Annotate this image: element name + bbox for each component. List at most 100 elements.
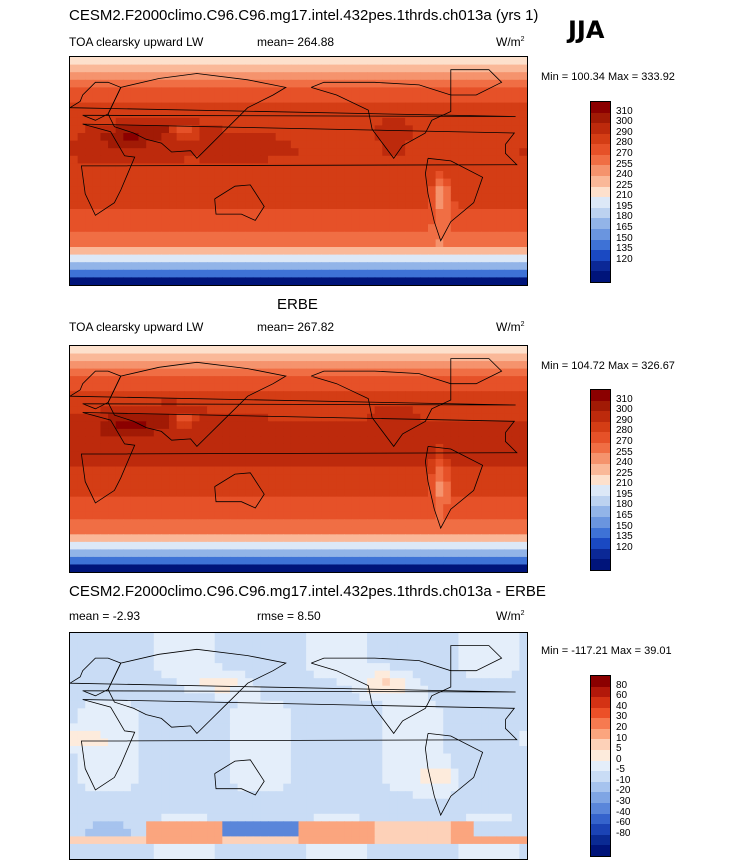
map-grid-cell bbox=[298, 209, 307, 218]
map-grid-cell bbox=[115, 376, 124, 385]
map-grid-cell bbox=[260, 768, 269, 777]
map-grid-cell bbox=[504, 648, 513, 657]
map-grid-cell bbox=[138, 57, 147, 66]
map-grid-cell bbox=[359, 693, 368, 702]
map-grid-cell bbox=[488, 117, 498, 126]
map-grid-cell bbox=[146, 239, 155, 248]
map-grid-cell bbox=[412, 269, 421, 278]
map-grid-cell bbox=[374, 346, 383, 355]
map-grid-cell bbox=[496, 64, 505, 73]
map-grid-cell bbox=[237, 715, 246, 724]
map-grid-cell bbox=[260, 776, 269, 785]
map-grid-cell bbox=[488, 193, 498, 202]
map-grid-cell bbox=[306, 155, 315, 164]
map-grid-cell bbox=[427, 700, 437, 709]
map-grid-cell bbox=[108, 685, 117, 694]
map-grid-cell bbox=[153, 708, 162, 717]
map-grid-cell bbox=[169, 193, 178, 202]
map-grid-cell bbox=[328, 768, 338, 777]
map-grid-cell bbox=[245, 633, 254, 642]
map-grid-cell bbox=[222, 670, 231, 679]
map-grid-cell bbox=[359, 262, 368, 271]
map-grid-cell bbox=[115, 216, 124, 225]
map-grid-cell bbox=[389, 504, 399, 513]
map-grid-cell bbox=[427, 685, 437, 694]
map-grid-cell bbox=[473, 163, 482, 172]
map-grid-cell bbox=[115, 670, 124, 679]
map-grid-cell bbox=[100, 768, 109, 777]
map-grid-cell bbox=[100, 262, 109, 271]
map-grid-cell bbox=[473, 564, 482, 572]
map-grid-cell bbox=[260, 783, 269, 792]
map-grid-cell bbox=[283, 436, 292, 445]
map-grid-cell bbox=[427, 391, 437, 400]
map-grid-cell bbox=[85, 171, 94, 180]
map-grid-cell bbox=[420, 700, 429, 709]
map-grid-cell bbox=[367, 474, 376, 483]
map-grid-cell bbox=[397, 406, 406, 415]
map-grid-cell bbox=[313, 368, 322, 377]
map-grid-cell bbox=[443, 95, 452, 104]
map-grid-cell bbox=[153, 526, 162, 535]
map-grid-cell bbox=[123, 231, 132, 240]
map-grid-cell bbox=[130, 489, 140, 498]
map-grid-cell bbox=[108, 534, 117, 543]
map-grid-cell bbox=[382, 556, 391, 566]
map-grid-cell bbox=[252, 466, 262, 475]
colorbar-swatch bbox=[591, 176, 610, 187]
map-grid-cell bbox=[207, 64, 216, 73]
map-grid-cell bbox=[443, 746, 452, 755]
map-grid-cell bbox=[458, 556, 467, 566]
map-grid-cell bbox=[123, 791, 132, 800]
map-grid-cell bbox=[488, 346, 498, 355]
map-grid-cell bbox=[85, 451, 94, 460]
map-grid-cell bbox=[427, 526, 437, 535]
map-grid-cell bbox=[306, 406, 315, 415]
map-grid-cell bbox=[435, 140, 444, 149]
map-grid-cell bbox=[367, 783, 376, 792]
map-grid-cell bbox=[191, 633, 201, 642]
map-grid-cell bbox=[351, 723, 361, 732]
map-grid-cell bbox=[237, 421, 246, 430]
map-grid-cell bbox=[443, 72, 452, 81]
map-grid-cell bbox=[336, 406, 345, 415]
coastline bbox=[80, 123, 518, 216]
map-grid-cell bbox=[268, 633, 277, 642]
map-grid-cell bbox=[184, 466, 193, 475]
map-grid-cell bbox=[214, 526, 223, 535]
map-grid-cell bbox=[382, 406, 391, 415]
map-grid-cell bbox=[229, 79, 239, 88]
map-grid-cell bbox=[328, 231, 338, 240]
map-grid-cell bbox=[176, 534, 185, 543]
map-grid-cell bbox=[92, 451, 102, 460]
map-grid-cell bbox=[336, 57, 345, 66]
map-grid-cell bbox=[443, 481, 452, 490]
map-grid-cell bbox=[321, 231, 330, 240]
map-grid-cell bbox=[207, 178, 216, 187]
coastline bbox=[450, 69, 503, 96]
map-grid-cell bbox=[85, 700, 94, 709]
map-grid-cell bbox=[367, 376, 376, 385]
map-grid-cell bbox=[351, 178, 361, 187]
map-grid-cell bbox=[481, 746, 490, 755]
map-grid-cell bbox=[108, 700, 117, 709]
map-grid-cell bbox=[214, 534, 223, 543]
map-grid-cell bbox=[108, 178, 117, 187]
map-grid-cell bbox=[100, 224, 109, 233]
map-grid-cell bbox=[85, 715, 94, 724]
map-grid-cell bbox=[389, 730, 399, 740]
map-grid-cell bbox=[252, 186, 262, 195]
map-grid-cell bbox=[146, 125, 155, 134]
map-grid-cell bbox=[176, 140, 185, 149]
map-grid-cell bbox=[161, 693, 170, 702]
map-grid-cell bbox=[496, 224, 505, 233]
map-grid-cell bbox=[153, 391, 162, 400]
map-grid-cell bbox=[245, 231, 254, 240]
map-grid-cell bbox=[268, 451, 277, 460]
map-grid-cell bbox=[130, 216, 140, 225]
map-grid-cell bbox=[176, 436, 185, 445]
map-grid-cell bbox=[336, 148, 345, 157]
map-grid-cell bbox=[328, 79, 338, 88]
map-grid-cell bbox=[268, 133, 277, 142]
map-grid-cell bbox=[229, 746, 239, 755]
